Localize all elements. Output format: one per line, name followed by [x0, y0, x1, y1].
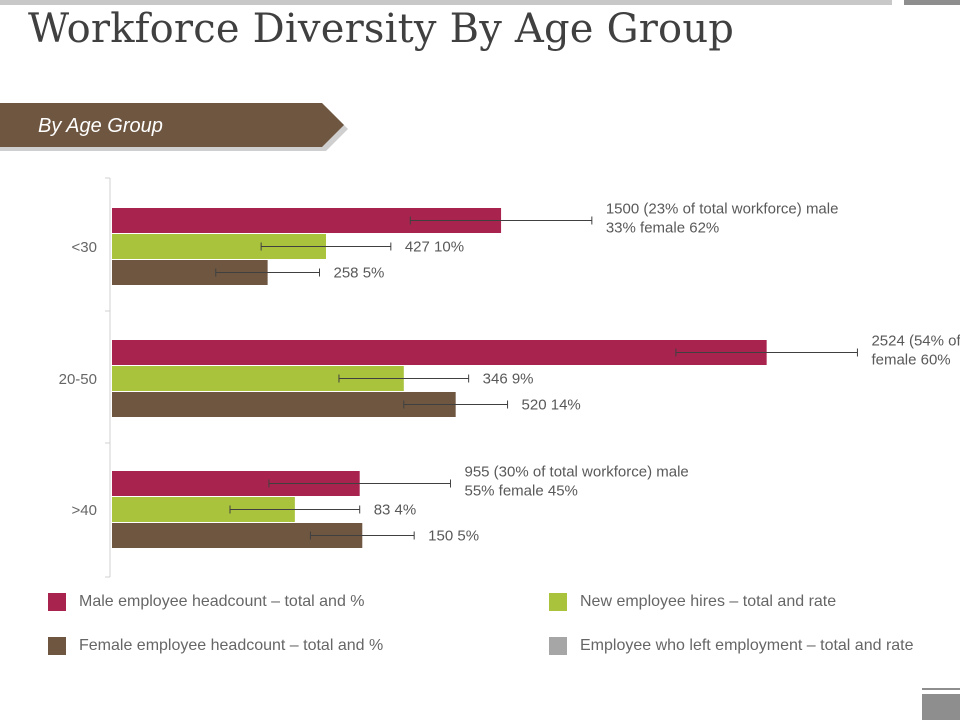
data-label-line-hires-2-0: 83 4%: [374, 502, 417, 519]
corner-decoration: [922, 688, 960, 690]
data-label-male-2: 955 (30% of total workforce) male 55% fem…: [464, 464, 688, 500]
data-label-female-2: 150 5%: [428, 528, 479, 545]
category-label-1: 20-50: [59, 371, 97, 388]
section-banner-label: By Age Group: [38, 115, 163, 137]
data-label-line-hires-1-0: 346 9%: [483, 371, 534, 388]
legend-item-female: Female employee headcount – total and %: [48, 637, 383, 655]
category-label-2: >40: [72, 502, 97, 519]
legend-item-left: Employee who left employment – total and…: [549, 637, 914, 655]
data-label-hires-2: 83 4%: [374, 502, 417, 519]
data-label-hires-1: 346 9%: [483, 371, 534, 388]
legend-swatch-left: [549, 637, 567, 655]
top-decorative-bar-right: [904, 0, 960, 5]
data-label-line-hires-0-0: 427 10%: [405, 239, 464, 256]
page-title: Workforce Diversity By Age Group: [28, 6, 735, 52]
data-label-line-female-1-0: 520 14%: [522, 397, 581, 414]
legend-swatch-hires: [549, 593, 567, 611]
bar-male-1: [112, 340, 767, 365]
legend-label-hires: New employee hires – total and rate: [580, 593, 837, 610]
data-label-line-female-2-0: 150 5%: [428, 528, 479, 545]
data-label-line-male-0-0: 1500 (23% of total workforce) male: [606, 201, 839, 218]
age-group-bar-chart: <30 1500 (23% of total workforce) male 33%…: [59, 177, 960, 578]
banner-shape: [0, 103, 344, 147]
legend-swatch-female: [48, 637, 66, 655]
data-label-line-male-0-1: 33% female 62%: [606, 220, 719, 237]
legend-label-left: Employee who left employment – total and…: [580, 637, 914, 654]
data-label-hires-0: 427 10%: [405, 239, 464, 256]
data-label-line-male-1-1: female 60%: [871, 352, 950, 369]
legend-swatch-male: [48, 593, 66, 611]
bar-female-1: [112, 392, 456, 417]
data-label-male-1: 2524 (54% of total workforce) male 40% fe…: [871, 333, 960, 369]
data-label-line-male-2-0: 955 (30% of total workforce) male: [464, 464, 688, 481]
corner-decoration-block: [922, 694, 960, 720]
top-decorative-bar: [0, 0, 892, 5]
data-label-line-male-2-1: 55% female 45%: [464, 483, 577, 500]
legend-label-female: Female employee headcount – total and %: [79, 637, 384, 654]
section-banner: [0, 103, 348, 151]
category-label-0: <30: [72, 239, 97, 256]
legend-item-hires: New employee hires – total and rate: [549, 593, 836, 611]
data-label-female-0: 258 5%: [334, 265, 385, 282]
data-label-female-1: 520 14%: [522, 397, 581, 414]
data-label-line-male-1-0: 2524 (54% of total workforce) male 40%: [871, 333, 960, 350]
data-label-line-female-0-0: 258 5%: [334, 265, 385, 282]
data-label-male-0: 1500 (23% of total workforce) male 33% fe…: [606, 201, 839, 237]
legend-item-male: Male employee headcount – total and %: [48, 593, 365, 611]
legend-label-male: Male employee headcount – total and %: [79, 593, 365, 610]
